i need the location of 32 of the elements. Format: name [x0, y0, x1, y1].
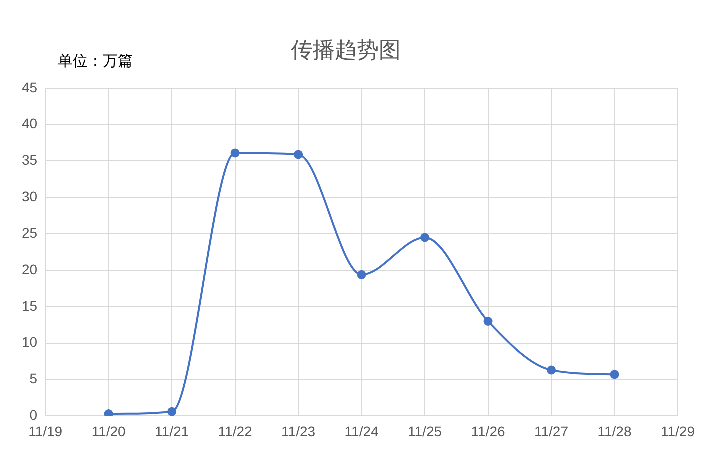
- x-tick-label: 11/27: [534, 423, 569, 440]
- point: [294, 150, 304, 160]
- x-tick-label: 11/28: [598, 423, 632, 440]
- x-tick-label: 11/25: [408, 423, 442, 440]
- x-tick-label: 11/21: [155, 423, 190, 440]
- x-tick-label: 11/19: [28, 423, 63, 440]
- point: [230, 148, 240, 158]
- point: [420, 233, 430, 242]
- point: [357, 270, 366, 280]
- x-tick-label: 11/22: [218, 423, 253, 440]
- x-tick-label: 11/24: [344, 423, 379, 440]
- y-tick-label: 30: [22, 188, 38, 205]
- x-tick-label: 11/23: [282, 423, 316, 440]
- x-tick-label: 11/20: [92, 423, 126, 440]
- point: [168, 407, 177, 416]
- point: [104, 410, 114, 416]
- y-tick-label: 25: [22, 224, 38, 241]
- point: [547, 366, 556, 375]
- y-tick-label: 40: [22, 116, 38, 132]
- y-tick-label: 5: [30, 370, 38, 387]
- y-tick-label: 0: [30, 407, 38, 424]
- y-tick-label: 10: [22, 334, 38, 350]
- point: [610, 370, 620, 380]
- y-tick-label: 20: [22, 261, 38, 278]
- x-tick-label: 11/26: [471, 423, 506, 440]
- y-axis-title: 单位：万篇: [58, 53, 133, 70]
- point: [484, 317, 493, 326]
- x-tick-label: 11/29: [661, 423, 696, 440]
- y-tick-label: 45: [22, 79, 38, 96]
- y-tick-label: 35: [22, 152, 38, 168]
- y-tick-label: 15: [22, 298, 38, 314]
- chart-title: 传播趋势图: [291, 37, 401, 62]
